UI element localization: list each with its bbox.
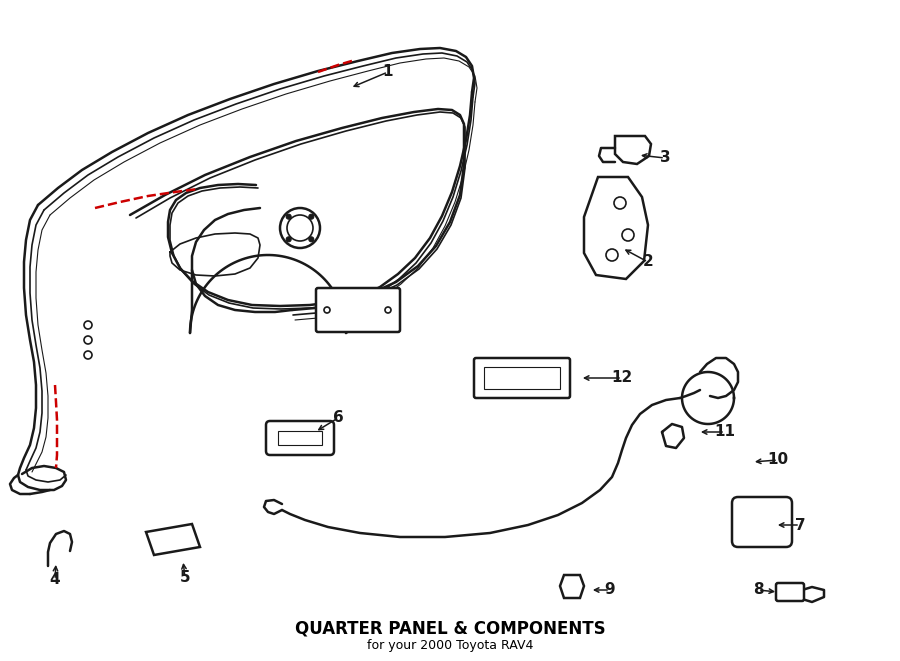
Circle shape: [309, 237, 314, 242]
Text: 8: 8: [752, 582, 763, 598]
FancyBboxPatch shape: [266, 421, 334, 455]
Text: 7: 7: [795, 518, 806, 533]
Text: 10: 10: [768, 453, 788, 467]
Text: QUARTER PANEL & COMPONENTS: QUARTER PANEL & COMPONENTS: [294, 619, 606, 637]
FancyBboxPatch shape: [316, 288, 400, 332]
Text: 11: 11: [715, 424, 735, 440]
Bar: [484, 367, 560, 389]
Text: 6: 6: [333, 410, 344, 426]
Text: 3: 3: [660, 151, 670, 165]
Text: 5: 5: [180, 570, 190, 586]
Text: for your 2000 Toyota RAV4: for your 2000 Toyota RAV4: [367, 639, 533, 652]
Text: 9: 9: [605, 582, 616, 598]
FancyBboxPatch shape: [732, 497, 792, 547]
Text: 1: 1: [382, 65, 393, 79]
Bar: [278, 431, 322, 445]
Text: 12: 12: [611, 371, 633, 385]
FancyBboxPatch shape: [776, 583, 804, 601]
Circle shape: [286, 237, 292, 242]
Circle shape: [286, 214, 292, 219]
Text: 4: 4: [50, 572, 60, 588]
Circle shape: [309, 214, 314, 219]
FancyBboxPatch shape: [474, 358, 570, 398]
Text: 2: 2: [643, 254, 653, 270]
